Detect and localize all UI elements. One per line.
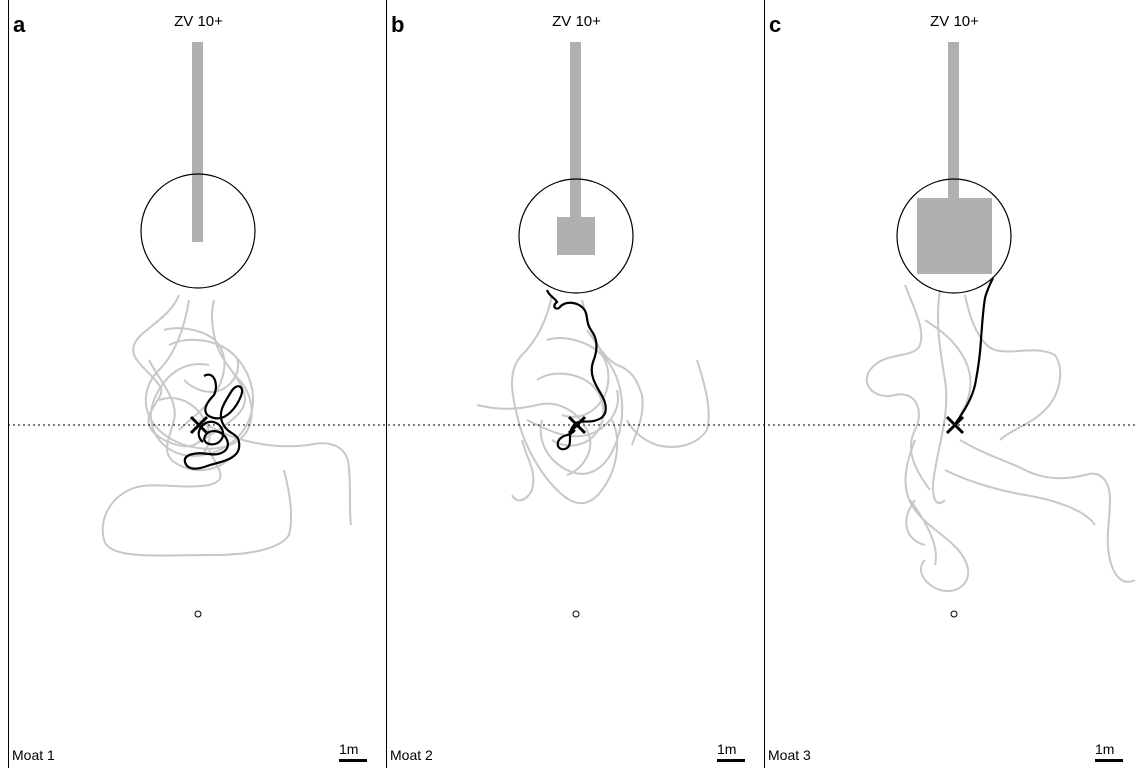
panel-letter: b bbox=[391, 12, 405, 37]
gray-tracks bbox=[476, 294, 710, 505]
stimulus-circle bbox=[140, 173, 256, 289]
arena-b bbox=[476, 42, 710, 618]
arena-a bbox=[101, 42, 352, 618]
arena-c bbox=[865, 42, 1135, 618]
stimulus-title: ZV 10+ bbox=[552, 13, 601, 30]
highlight-track-a bbox=[183, 373, 244, 470]
origin-x-c bbox=[945, 415, 965, 435]
gray-tracks bbox=[865, 284, 1135, 592]
release-point-c bbox=[950, 610, 958, 618]
stimulus-title: ZV 10+ bbox=[174, 13, 223, 30]
moat-label: Moat 1 bbox=[12, 747, 55, 763]
stimulus-a bbox=[140, 42, 256, 289]
stimulus-bar bbox=[570, 42, 581, 222]
highlight-track-c bbox=[954, 277, 994, 425]
stimulus-b bbox=[518, 42, 634, 294]
moat-label: Moat 2 bbox=[390, 747, 433, 763]
panel-letter: a bbox=[13, 12, 26, 37]
origin-x-b bbox=[567, 415, 587, 435]
release-point-a bbox=[194, 610, 202, 618]
scale-bar bbox=[339, 759, 367, 762]
scale-label: 1m bbox=[339, 741, 359, 757]
stimulus-block-large bbox=[917, 198, 992, 274]
release-point-b bbox=[572, 610, 580, 618]
scale-label: 1m bbox=[1095, 741, 1115, 757]
scale-bar bbox=[717, 759, 745, 762]
scale-label: 1m bbox=[717, 741, 737, 757]
stimulus-bar bbox=[192, 42, 203, 242]
scale-bar bbox=[1095, 759, 1123, 762]
panel-c: c ZV 10+ Moat 3 1m bbox=[764, 0, 1135, 768]
panel-b: b ZV 10+ Moat 2 1m bbox=[386, 0, 765, 768]
stimulus-title: ZV 10+ bbox=[930, 13, 979, 30]
panel-letter: c bbox=[769, 12, 782, 37]
moat-label: Moat 3 bbox=[768, 747, 811, 763]
gray-tracks bbox=[101, 294, 352, 557]
stimulus-c bbox=[896, 42, 1012, 294]
highlight-track-b bbox=[545, 289, 607, 451]
stimulus-block-small bbox=[557, 217, 595, 255]
panel-a: a ZV 10+ Moat 1 1m bbox=[8, 0, 387, 768]
stimulus-circle bbox=[896, 178, 1012, 294]
stimulus-circle bbox=[518, 178, 634, 294]
stimulus-bar bbox=[948, 42, 959, 202]
